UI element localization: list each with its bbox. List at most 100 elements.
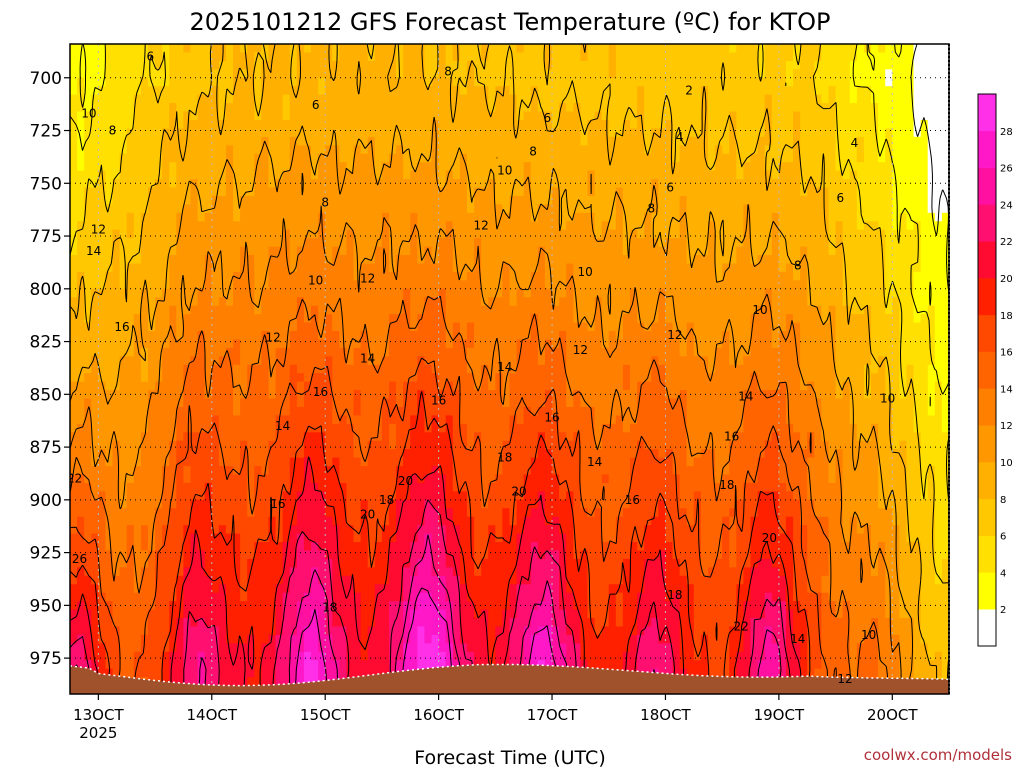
temperature-cell [367,415,376,425]
temperature-cell [339,111,348,121]
temperature-cell [374,432,383,442]
temperature-cell [233,339,241,349]
temperature-cell [311,567,319,577]
temperature-cell [303,626,312,636]
temperature-cell [197,356,206,366]
temperature-cell [495,406,504,417]
temperature-cell [119,145,128,155]
temperature-cell [225,491,234,501]
temperature-cell [353,162,362,172]
temperature-cell [176,516,185,526]
temperature-cell [225,204,234,214]
temperature-cell [325,415,333,425]
temperature-cell [98,643,107,653]
temperature-cell [176,508,185,518]
temperature-cell [218,170,227,180]
temperature-cell [360,162,369,172]
temperature-cell [445,449,454,459]
temperature-cell [133,153,142,163]
temperature-cell [417,406,426,417]
temperature-cell [403,609,411,619]
temperature-cell [190,136,199,146]
temperature-cell [459,195,468,205]
temperature-cell [155,204,163,214]
temperature-cell [502,609,511,619]
temperature-cell [381,305,390,315]
temperature-cell [289,482,298,492]
temperature-cell [105,575,114,585]
temperature-cell [367,297,376,307]
temperature-cell [105,364,114,374]
temperature-cell [162,415,170,425]
temperature-cell [268,390,277,400]
temperature-cell [218,466,227,476]
temperature-cell [240,60,248,70]
temperature-cell [509,643,518,653]
temperature-cell [268,677,277,687]
temperature-cell [140,491,149,501]
temperature-cell [296,162,305,172]
temperature-cell [211,609,220,619]
temperature-cell [509,255,518,265]
temperature-cell [353,195,362,205]
temperature-cell [289,255,298,265]
temperature-cell [225,482,234,492]
temperature-cell [275,634,284,644]
temperature-cell [247,677,255,687]
temperature-cell [311,263,319,273]
temperature-cell [303,406,312,417]
temperature-cell [282,474,291,484]
temperature-cell [431,432,440,442]
temperature-cell [105,609,114,619]
temperature-cell [98,195,107,205]
temperature-cell [112,525,121,535]
temperature-cell [332,221,340,231]
temperature-cell [275,356,284,366]
temperature-cell [70,103,78,113]
temperature-cell [169,440,177,450]
temperature-cell [495,626,504,636]
temperature-cell [495,128,504,138]
temperature-cell [147,94,156,104]
temperature-cell [381,651,390,661]
temperature-cell [523,288,532,298]
temperature-cell [155,52,163,62]
temperature-cell [155,575,163,585]
temperature-cell [70,221,78,231]
temperature-cell [311,406,319,417]
temperature-cell [147,592,156,602]
temperature-cell [133,533,142,543]
temperature-cell [488,297,496,307]
temperature-cell [367,516,376,526]
temperature-cell [261,533,270,543]
temperature-cell [119,609,128,619]
temperature-cell [424,643,433,653]
temperature-cell [133,491,142,501]
temperature-cell [133,238,142,248]
temperature-cell [162,677,170,687]
temperature-cell [360,381,369,391]
temperature-cell [459,592,468,602]
temperature-cell [481,575,489,585]
temperature-cell [523,128,532,138]
temperature-cell [91,651,99,661]
temperature-cell [233,432,241,442]
temperature-cell [325,331,333,341]
temperature-cell [225,618,234,628]
temperature-cell [176,466,185,476]
temperature-cell [296,44,305,54]
temperature-cell [374,111,383,121]
temperature-cell [452,660,461,670]
temperature-cell [374,482,383,492]
temperature-cell [296,52,305,62]
temperature-cell [488,457,496,467]
temperature-cell [204,415,213,425]
temperature-cell [325,432,333,442]
temperature-cell [410,246,418,256]
temperature-cell [190,482,199,492]
temperature-cell [155,347,163,357]
temperature-cell [509,482,518,492]
temperature-cell [516,212,525,222]
temperature-cell [311,584,319,594]
temperature-cell [403,103,411,113]
